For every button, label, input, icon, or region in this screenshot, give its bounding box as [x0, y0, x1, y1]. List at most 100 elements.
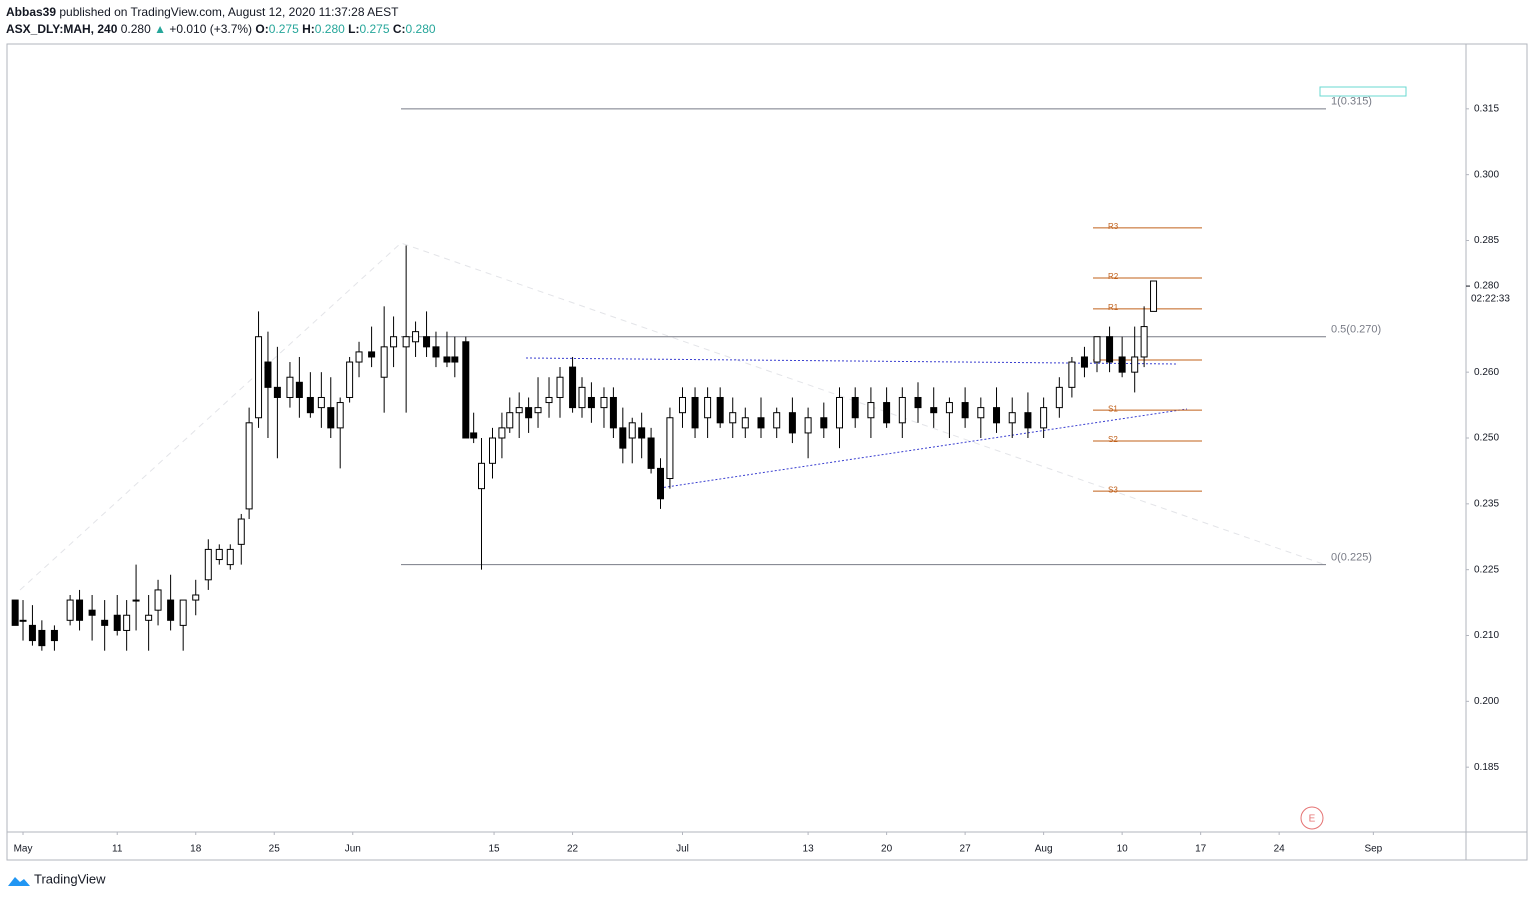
- publish-info: Abbas39 published on TradingView.com, Au…: [6, 5, 399, 19]
- candle-body: [898, 396, 906, 424]
- frame: [6, 43, 1528, 861]
- candle-body: [306, 396, 314, 414]
- candle-body: [245, 422, 253, 510]
- candle-body: [628, 422, 636, 439]
- candle-body: [380, 346, 388, 378]
- event-label: E: [1309, 814, 1316, 825]
- countdown: 02:22:33: [1471, 294, 1510, 305]
- candle-body: [346, 361, 354, 398]
- candle-body: [600, 396, 608, 409]
- candle-body: [993, 407, 1001, 424]
- ohlc-legend: ASX_DLY:MAH, 240 0.280 ▲ +0.010 (+3.7%) …: [6, 22, 436, 36]
- x-tick-label: 20: [881, 844, 893, 855]
- candle-body: [412, 331, 420, 343]
- candle-body: [820, 417, 828, 429]
- candle-body: [716, 396, 724, 424]
- y-tick-label: 0.315: [1474, 103, 1499, 114]
- candle-body: [402, 336, 410, 348]
- candle-body: [451, 356, 459, 363]
- pivot-label: R3: [1108, 222, 1119, 231]
- candle-body: [237, 518, 245, 545]
- candle-body: [113, 614, 121, 631]
- candle-body: [788, 412, 796, 434]
- candle-body: [647, 437, 655, 469]
- candle-body: [88, 609, 96, 616]
- candle-body: [1118, 356, 1126, 373]
- candle-body: [515, 407, 523, 414]
- y-tick-label: 0.235: [1474, 498, 1499, 509]
- candle-body: [154, 589, 162, 611]
- candle-body: [123, 614, 131, 631]
- candle-body: [773, 412, 781, 429]
- candle-body: [132, 599, 140, 602]
- candle-body: [264, 361, 272, 388]
- candle-body: [678, 396, 686, 414]
- candle-body: [525, 407, 533, 419]
- candle-body: [286, 376, 294, 398]
- candle-body: [273, 386, 281, 398]
- candle-body: [443, 356, 451, 363]
- candle-body: [704, 396, 712, 419]
- x-tick-label: 17: [1195, 844, 1207, 855]
- fib-label: 0.5(0.270): [1331, 324, 1381, 336]
- candle-body: [38, 629, 46, 647]
- x-tick-label: Jun: [345, 844, 361, 855]
- last-price-label: 0.280: [1474, 281, 1499, 292]
- candle-body: [1040, 407, 1048, 429]
- logo: [8, 877, 30, 886]
- candle-body: [666, 417, 674, 480]
- candle-body: [462, 341, 470, 439]
- y-tick-label: 0.210: [1474, 630, 1499, 641]
- candle-body: [167, 599, 175, 621]
- candle-body: [609, 396, 617, 429]
- candle-body: [587, 396, 595, 409]
- candle-body: [204, 548, 212, 581]
- candle-body: [945, 402, 953, 414]
- candle-body: [50, 629, 58, 642]
- published-text: published on TradingView.com, August 12,…: [59, 5, 399, 19]
- candle-body: [1008, 412, 1016, 424]
- candle-body: [1106, 336, 1114, 363]
- candle-body: [506, 412, 514, 429]
- o-label: O:: [255, 22, 269, 36]
- candle-body: [867, 402, 875, 419]
- event-marker: [1300, 806, 1324, 830]
- candle-body: [488, 437, 496, 464]
- symbol: ASX_DLY:MAH, 240: [6, 22, 118, 36]
- candle-body: [729, 412, 737, 424]
- candle-body: [327, 407, 335, 429]
- y-tick-label: 0.260: [1474, 367, 1499, 378]
- candle-body: [1055, 386, 1063, 409]
- y-tick-label: 0.200: [1474, 696, 1499, 707]
- candle-body: [101, 619, 109, 626]
- x-tick-label: 15: [489, 844, 501, 855]
- candle-body: [432, 346, 440, 358]
- open: 0.275: [268, 22, 299, 36]
- x-tick-label: 13: [803, 844, 815, 855]
- candle-body: [470, 432, 478, 439]
- x-tick-label: 18: [190, 844, 202, 855]
- x-tick-label: 27: [960, 844, 972, 855]
- candle-body: [545, 396, 553, 404]
- trend-line: [525, 357, 1179, 365]
- candle-body: [355, 351, 363, 363]
- candle-body: [883, 402, 891, 424]
- candle-body: [368, 351, 376, 358]
- label-box: [1319, 86, 1407, 97]
- change: +0.010 (+3.7%): [169, 22, 253, 36]
- candle-body: [295, 381, 303, 398]
- candle-body: [804, 417, 812, 434]
- x-tick-label: May: [14, 844, 33, 855]
- fib-label: 0(0.225): [1331, 552, 1372, 564]
- candle-body: [1093, 336, 1101, 363]
- candle-body: [961, 402, 969, 419]
- pivot-label: R2: [1108, 272, 1119, 281]
- zigzag: [19, 242, 1327, 591]
- y-tick-label: 0.300: [1474, 169, 1499, 180]
- candle-body: [390, 336, 398, 348]
- candle-body: [657, 467, 665, 500]
- candle-body: [1024, 412, 1032, 429]
- candle-body: [226, 548, 234, 566]
